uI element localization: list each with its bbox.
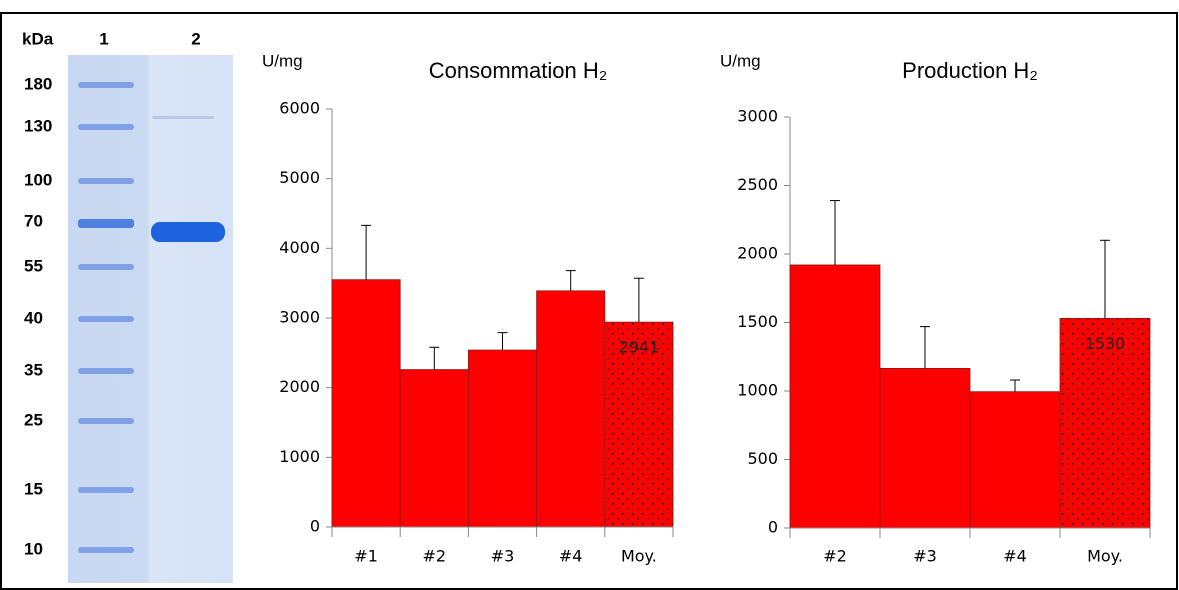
x-tick-label: #2 — [823, 547, 847, 566]
data-label: 1530 — [1085, 334, 1126, 353]
ladder-band — [78, 219, 134, 228]
marker-label: 70 — [24, 211, 43, 230]
x-tick-label: Moy. — [621, 547, 657, 566]
y-tick-label: 4000 — [279, 238, 320, 257]
y-tick-label: 1000 — [279, 447, 320, 466]
x-tick-label: #4 — [1003, 547, 1027, 566]
x-tick-label: #4 — [559, 547, 583, 566]
y-tick-label: 2000 — [737, 244, 778, 263]
marker-label: 25 — [24, 410, 43, 429]
y-tick-label: 2500 — [737, 175, 778, 194]
ladder-band — [78, 547, 134, 553]
ladder-band — [78, 82, 134, 88]
marker-label: 180 — [24, 74, 52, 93]
chart-title: Production H₂ — [902, 58, 1038, 83]
y-tick-label: 500 — [747, 449, 778, 468]
x-tick-label: #3 — [491, 547, 515, 566]
bar — [969, 391, 1061, 529]
x-tick-label: #3 — [913, 547, 937, 566]
marker-label: 10 — [24, 539, 43, 558]
chart-title: Consommation H₂ — [429, 58, 608, 83]
lane-label: 1 — [99, 29, 108, 48]
marker-label: 40 — [24, 308, 43, 327]
y-tick-label: 5000 — [279, 168, 320, 187]
y-tick-label: 3000 — [279, 308, 320, 327]
gel-unit: kDa — [22, 29, 54, 48]
lane-label: 2 — [191, 29, 200, 48]
marker-label: 55 — [24, 256, 43, 275]
y-axis-label: U/mg — [720, 51, 761, 70]
y-tick-label: 3000 — [737, 107, 778, 126]
marker-label: 35 — [24, 360, 43, 379]
ladder-band — [78, 368, 134, 374]
y-tick-label: 1000 — [737, 381, 778, 400]
y-axis-label: U/mg — [262, 51, 303, 70]
marker-label: 130 — [24, 116, 52, 135]
x-tick-label: #2 — [423, 547, 447, 566]
y-tick-label: 0 — [768, 518, 778, 537]
x-tick-label: #1 — [354, 547, 378, 566]
bar — [789, 264, 881, 529]
marker-label: 100 — [24, 170, 52, 189]
ladder-band — [78, 316, 134, 322]
bar — [467, 349, 537, 528]
ladder-band — [78, 124, 134, 130]
x-tick-label: Moy. — [1087, 547, 1123, 566]
bar — [331, 279, 401, 528]
data-label: 2941 — [619, 338, 660, 357]
ladder-band — [78, 264, 134, 270]
marker-label: 15 — [24, 479, 43, 498]
ladder-band — [78, 487, 134, 493]
ladder-band — [78, 418, 134, 424]
y-tick-label: 2000 — [279, 377, 320, 396]
bar — [1059, 317, 1151, 529]
protein-band — [151, 222, 225, 242]
faint-band — [152, 116, 214, 119]
bar — [879, 367, 971, 529]
bar — [399, 369, 469, 528]
bar — [536, 290, 606, 528]
ladder-band — [78, 178, 134, 184]
y-tick-label: 1500 — [737, 312, 778, 331]
frame — [0, 12, 1178, 590]
y-tick-label: 6000 — [279, 99, 320, 118]
y-tick-label: 0 — [310, 517, 320, 536]
